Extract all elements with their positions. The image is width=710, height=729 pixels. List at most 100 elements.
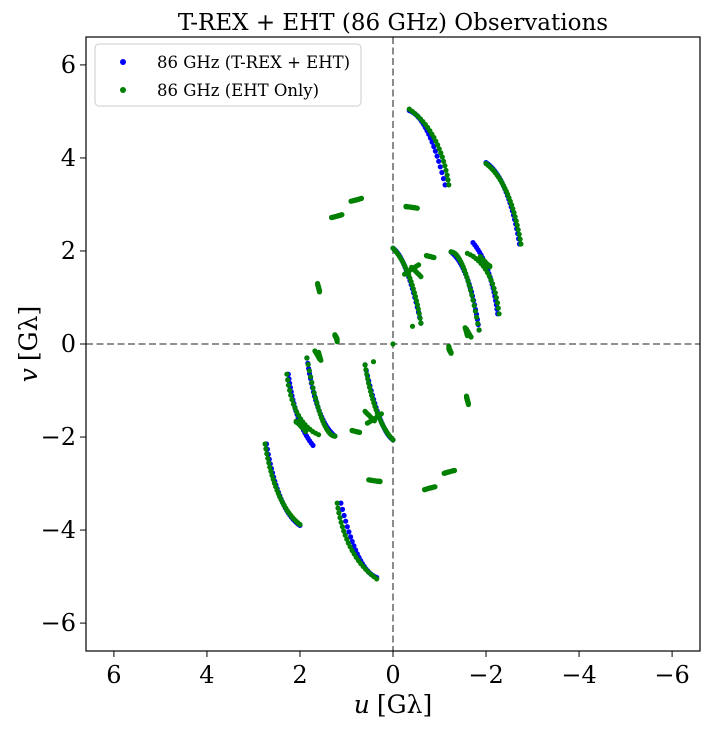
data-point — [511, 210, 517, 216]
data-point — [434, 153, 440, 159]
data-point — [336, 510, 342, 516]
data-point — [346, 529, 352, 535]
data-point — [466, 283, 472, 289]
data-point — [418, 320, 424, 326]
data-point — [483, 160, 489, 167]
data-point — [309, 379, 315, 386]
data-point — [432, 148, 438, 154]
x-axis-ticks: 6 4 2 0 −2 −4 −6 — [106, 651, 690, 689]
data-point — [344, 524, 350, 530]
data-point — [409, 323, 416, 329]
data-point — [316, 432, 322, 438]
data-point — [470, 297, 476, 303]
y-tick-label: 0 — [61, 330, 76, 358]
data-point — [441, 158, 447, 164]
data-point — [417, 315, 423, 321]
data-point — [406, 106, 412, 112]
data-point — [316, 349, 322, 355]
data-point — [364, 371, 370, 377]
data-point — [390, 437, 396, 443]
data-point — [390, 341, 396, 347]
data-point — [514, 222, 520, 228]
data-point — [494, 300, 501, 306]
y-tick-label: 2 — [61, 237, 76, 265]
y-axis-label-var: v — [14, 368, 43, 382]
y-axis-label: v [Gλ] — [14, 306, 43, 382]
data-point — [269, 472, 275, 478]
data-point — [491, 285, 497, 291]
data-point — [444, 172, 450, 178]
data-point — [487, 264, 493, 270]
data-point — [432, 484, 438, 490]
data-point — [465, 401, 471, 408]
data-point — [305, 361, 311, 368]
data-point — [289, 397, 295, 403]
x-axis-label-unit: [Gλ] — [377, 690, 432, 719]
data-point — [342, 532, 348, 538]
data-point — [367, 384, 373, 390]
data-point — [442, 182, 448, 188]
data-point — [338, 519, 344, 525]
data-point — [448, 349, 454, 355]
data-point — [475, 320, 481, 327]
data-point — [262, 441, 268, 447]
data-point — [439, 169, 445, 176]
data-point — [513, 218, 519, 224]
data-point — [310, 385, 316, 391]
series-1 — [262, 106, 524, 582]
chart-title: T-REX + EHT (86 GHz) Observations — [178, 10, 608, 36]
data-point — [451, 467, 457, 474]
data-point — [311, 390, 317, 396]
data-point — [442, 163, 448, 169]
data-point — [469, 292, 475, 298]
x-axis-label-var: u — [354, 690, 370, 719]
data-point — [415, 306, 421, 312]
data-point — [335, 505, 341, 511]
x-tick-label: 4 — [199, 661, 214, 689]
data-point — [329, 214, 335, 221]
x-tick-label: −4 — [561, 661, 596, 689]
legend-marker-eht-only — [120, 87, 126, 93]
data-point — [290, 401, 296, 407]
data-point — [495, 305, 501, 311]
data-point — [264, 451, 270, 457]
data-point — [474, 314, 480, 320]
data-point — [344, 536, 350, 542]
data-point — [285, 377, 291, 383]
x-tick-label: 6 — [106, 661, 121, 689]
x-tick-label: 2 — [292, 661, 307, 689]
data-point — [472, 308, 478, 314]
y-axis-ticks: 6 4 2 0 −2 −4 −6 — [41, 51, 86, 637]
data-point — [308, 374, 314, 380]
data-point — [446, 182, 452, 188]
data-point — [414, 302, 420, 308]
y-tick-label: −6 — [41, 609, 76, 637]
data-point — [465, 278, 471, 284]
data-point — [416, 262, 422, 268]
data-point — [423, 253, 430, 259]
data-point — [304, 355, 310, 361]
data-point — [339, 506, 346, 512]
data-point — [516, 231, 522, 237]
legend-marker-trex-eht — [120, 59, 126, 65]
y-tick-label: 6 — [61, 51, 76, 79]
y-axis-label-unit: [Gλ] — [14, 306, 43, 361]
data-point — [348, 198, 354, 204]
data-point — [445, 177, 451, 183]
data-point — [476, 327, 482, 333]
x-tick-label: −6 — [654, 661, 689, 689]
data-point — [362, 362, 368, 368]
data-point — [477, 254, 483, 260]
data-point — [403, 203, 409, 209]
data-point — [306, 368, 312, 374]
data-point — [312, 395, 318, 401]
series-layer — [262, 106, 524, 582]
y-tick-label: 4 — [61, 144, 76, 172]
data-point — [292, 405, 298, 411]
data-point — [368, 388, 374, 395]
data-point — [263, 446, 269, 452]
data-point — [436, 158, 442, 164]
data-point — [293, 418, 299, 424]
data-point — [267, 464, 273, 470]
